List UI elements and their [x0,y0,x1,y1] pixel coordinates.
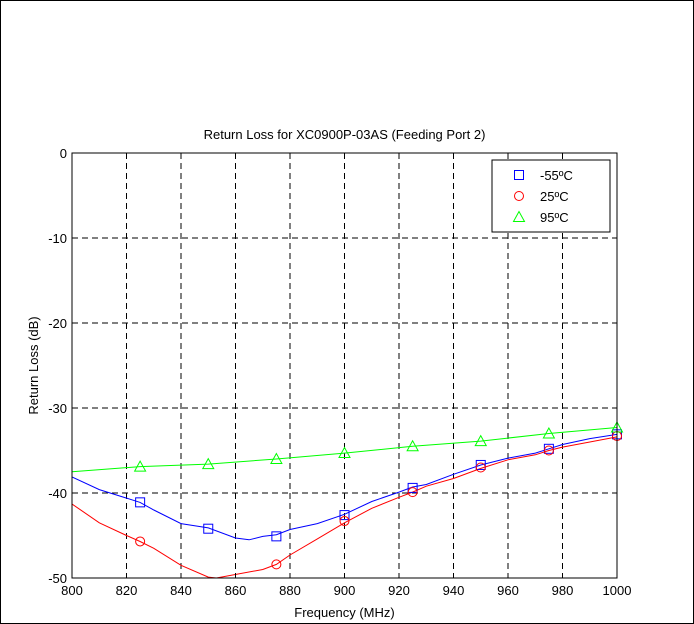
y-tick-label: -30 [48,401,67,416]
series-line [72,436,617,578]
x-tick-label: 1000 [603,583,632,598]
x-tick-label: 800 [61,583,83,598]
chart-title: Return Loss for XC0900P-03AS (Feeding Po… [204,127,486,142]
x-tick-label: 840 [170,583,192,598]
data-point [475,459,486,470]
marker-layer [133,421,624,570]
y-tick-label: -40 [48,486,67,501]
data-point [338,446,351,459]
legend-label: 95ºC [540,210,569,225]
legend-marker [512,210,526,222]
x-tick-label: 820 [116,583,138,598]
data-point [406,439,419,452]
legend: -55ºC 25ºC 95ºC [491,159,611,233]
legend-label: -55ºC [540,168,573,183]
y-tick-label: 0 [60,146,67,161]
legend-marker [514,191,524,201]
y-tick-label: -50 [48,571,67,586]
data-point [475,462,486,473]
data-point [271,559,282,570]
data-point [270,452,283,464]
x-tick-label: 980 [552,583,574,598]
data-point [543,445,554,456]
data-point [474,434,488,447]
data-point [135,497,146,508]
data-point [203,523,214,534]
x-tick-label: 940 [443,583,465,598]
y-axis-title: Return Loss (dB) [26,316,41,414]
ticks: 800 820 840 860 880 900 920 940 960 980 1000 0 -10 -2… [48,146,631,598]
legend-label: 25ºC [540,189,569,204]
legend-marker [514,170,524,180]
series-line [72,433,617,541]
series-line [72,427,617,473]
x-tick-label: 860 [225,583,247,598]
series-layer [72,427,617,578]
data-point [339,510,350,521]
y-tick-label: -10 [48,231,67,246]
x-tick-label: 920 [388,583,410,598]
legend-box [491,159,611,233]
x-tick-label: 960 [497,583,519,598]
x-axis-title: Frequency (MHz) [294,605,394,620]
data-point [201,457,215,470]
x-tick-label: 900 [334,583,356,598]
data-point [271,531,282,542]
data-point [339,516,350,527]
data-point [407,487,418,498]
data-point [542,426,556,439]
data-point [133,460,147,472]
data-point [407,482,418,493]
y-tick-label: -20 [48,316,67,331]
grid [72,153,617,578]
x-tick-label: 880 [279,583,301,598]
data-point [135,536,146,547]
